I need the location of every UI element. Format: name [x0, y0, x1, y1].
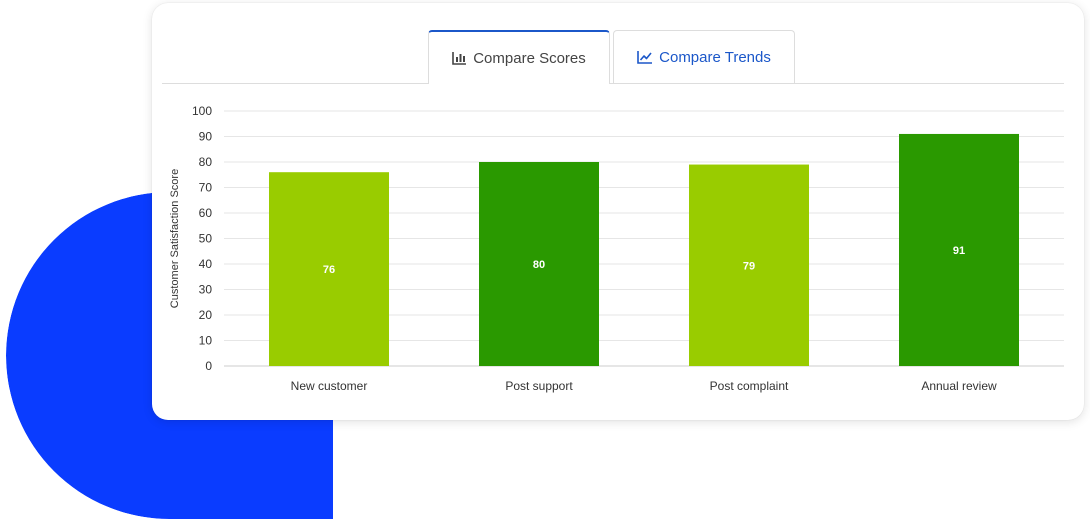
y-tick-label: 100 — [192, 104, 212, 118]
y-tick-label: 20 — [199, 308, 213, 322]
tab-compare-scores[interactable]: Compare Scores — [428, 30, 610, 84]
tab-compare-trends[interactable]: Compare Trends — [613, 30, 795, 83]
y-tick-label: 10 — [199, 334, 213, 348]
bar-value-label: 76 — [323, 264, 335, 276]
tab-label: Compare Scores — [473, 49, 586, 67]
bar-chart-icon — [452, 51, 467, 65]
y-tick-label: 40 — [199, 257, 213, 271]
bar-chart: 0 10 20 30 40 50 60 70 80 90 100 Customer Satisfact… — [169, 104, 1064, 393]
bar-value-label: 79 — [743, 260, 755, 272]
chart-tabs: Compare Scores Compare Trends — [162, 30, 1064, 84]
line-chart-icon — [637, 50, 653, 64]
y-tick-label: 60 — [199, 206, 213, 220]
y-axis-label: Customer Satisfaction Score — [169, 169, 181, 308]
bar-value-label: 80 — [533, 259, 545, 271]
bar-value-label: 91 — [953, 245, 965, 257]
bar — [899, 133, 1019, 366]
bar — [269, 172, 389, 366]
bar — [689, 164, 809, 366]
x-category-label: New customer — [291, 379, 368, 393]
y-tick-label: 0 — [205, 359, 212, 373]
y-tick-label: 70 — [199, 181, 213, 195]
chart-card: Compare Scores Compare Trends 0 10 20 30 40 5… — [152, 3, 1084, 420]
y-tick-label: 90 — [199, 130, 213, 144]
x-category-label: Post complaint — [710, 379, 789, 393]
x-category-label: Annual review — [921, 379, 997, 393]
y-tick-label: 80 — [199, 155, 213, 169]
bar — [479, 162, 599, 366]
x-category-label: Post support — [505, 379, 573, 393]
y-tick-label: 50 — [199, 232, 213, 246]
tab-label: Compare Trends — [659, 48, 771, 66]
y-tick-label: 30 — [199, 283, 213, 297]
